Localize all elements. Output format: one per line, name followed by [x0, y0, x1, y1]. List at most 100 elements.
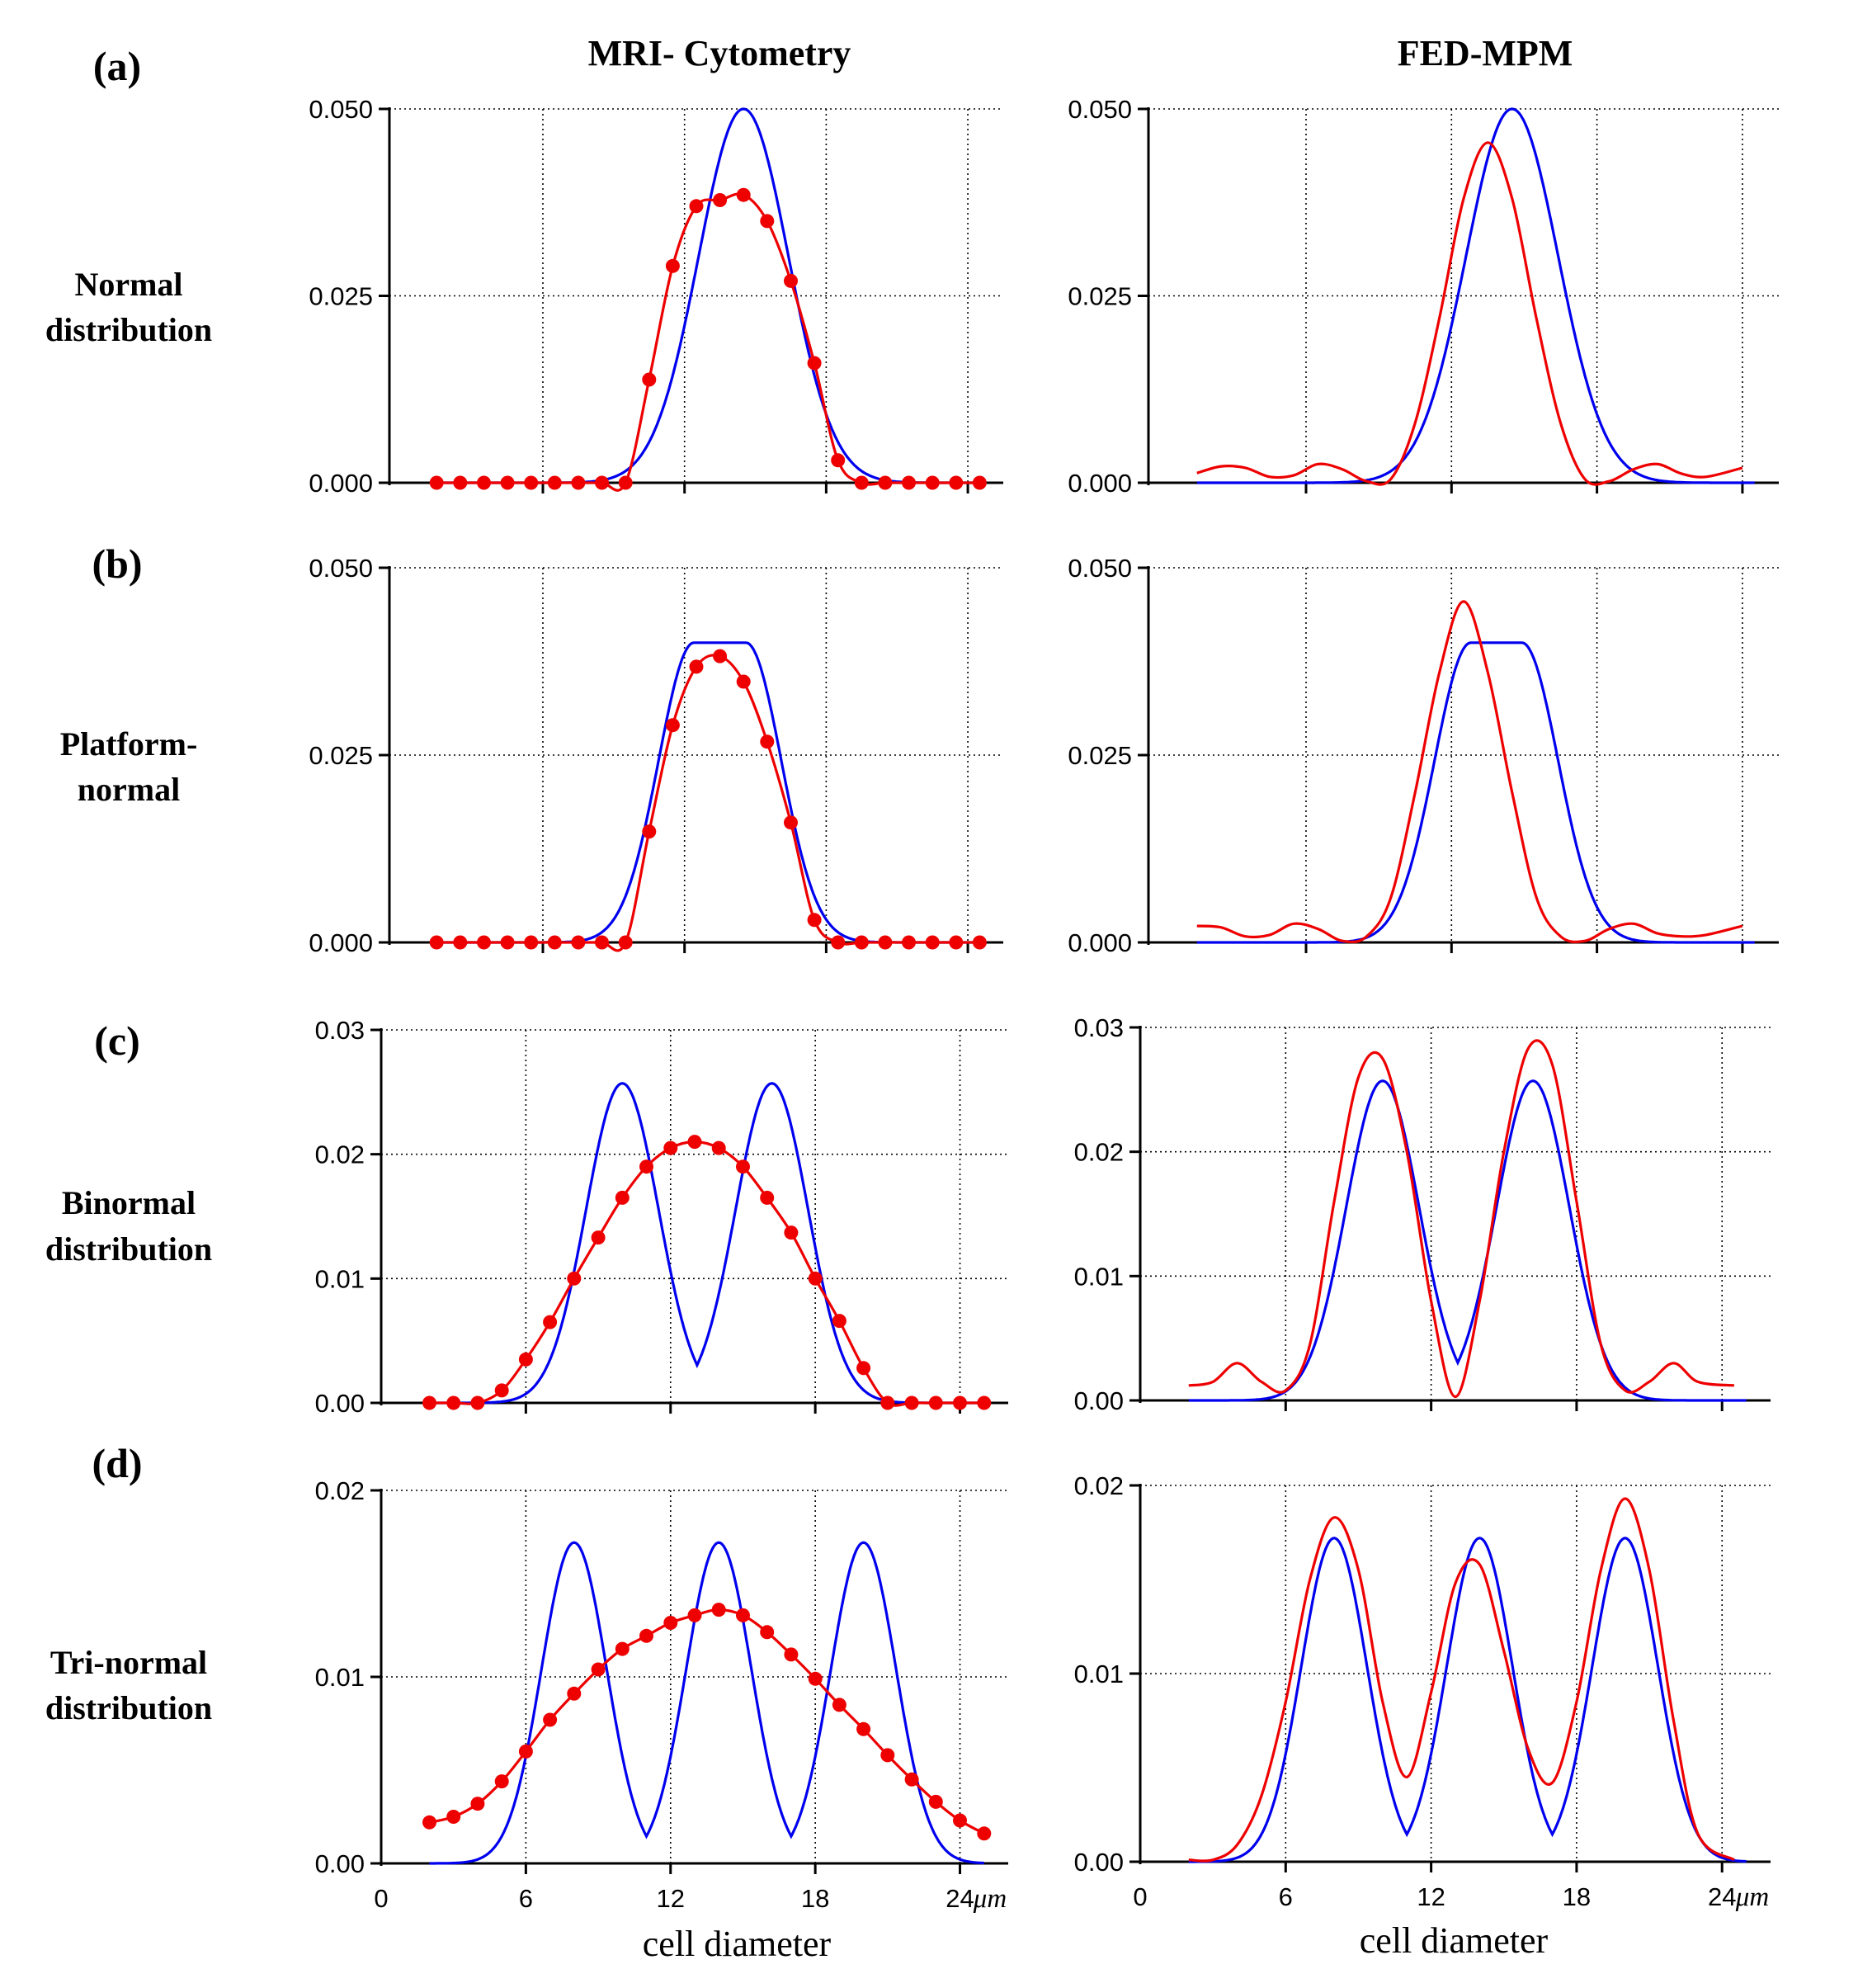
- data-point: [831, 935, 846, 950]
- panel-r0-c0: 0.000 0.025 0.050: [309, 95, 1003, 498]
- data-point: [832, 1314, 846, 1329]
- data-point: [665, 258, 680, 273]
- data-point: [453, 475, 468, 490]
- x-tick-label: 0: [1133, 1882, 1147, 1911]
- panel-r3-c1: 0.00 0.01 0.02 0 6 12 18 24 μm: [1074, 1471, 1771, 1912]
- data-point: [477, 475, 491, 490]
- panel-label-b: (b): [92, 541, 142, 587]
- y-tick-label: 0.02: [1074, 1138, 1124, 1167]
- x-tick-label: 12: [1417, 1882, 1445, 1911]
- data-point: [808, 1271, 823, 1286]
- series-line-true: [1188, 1079, 1747, 1402]
- x-tick-label: 18: [1563, 1882, 1591, 1911]
- series-line-estimate: [1196, 141, 1743, 486]
- y-tick-label: 0.01: [1074, 1660, 1124, 1688]
- x-tick-label: 0: [374, 1884, 388, 1913]
- data-point: [547, 475, 562, 490]
- y-tick-label: 0.000: [309, 469, 373, 498]
- y-tick-label: 0.01: [315, 1264, 365, 1293]
- data-point: [949, 475, 964, 490]
- y-tick-label: 0.025: [1068, 282, 1132, 311]
- data-point: [524, 475, 539, 490]
- x-tick-label: 18: [801, 1884, 829, 1913]
- y-tick-label: 0.050: [309, 554, 373, 583]
- y-tick-label: 0.000: [1068, 928, 1132, 957]
- data-point: [543, 1315, 558, 1329]
- y-tick-label: 0.025: [309, 282, 373, 311]
- data-point: [713, 649, 728, 663]
- x-tick-label: 12: [657, 1884, 685, 1913]
- data-point: [470, 1797, 485, 1811]
- data-point: [711, 1140, 726, 1155]
- series-line-true: [1188, 1537, 1747, 1863]
- data-point: [615, 1641, 630, 1656]
- y-tick-label: 0.02: [315, 1140, 365, 1169]
- row-label-normal-line2: distribution: [45, 311, 212, 348]
- y-tick-label: 0.050: [1068, 554, 1132, 583]
- data-point: [760, 734, 775, 749]
- data-point: [665, 718, 680, 733]
- data-point: [446, 1810, 461, 1824]
- y-tick-label: 0.01: [1074, 1262, 1124, 1291]
- data-point: [687, 1135, 702, 1150]
- data-point: [854, 475, 869, 490]
- data-point: [904, 1395, 919, 1410]
- series-line-estimate: [429, 1608, 985, 1835]
- y-tick-label: 0.050: [309, 95, 373, 124]
- data-point: [567, 1686, 582, 1701]
- data-point: [784, 1647, 799, 1662]
- panel-r2-c0: 0.00 0.01 0.02 0.03: [315, 1016, 1008, 1418]
- y-tick-label: 0.00: [1074, 1848, 1124, 1877]
- data-point: [639, 1628, 653, 1643]
- data-point: [618, 935, 633, 950]
- data-point: [524, 935, 539, 950]
- data-point: [591, 1662, 606, 1677]
- data-point: [663, 1616, 678, 1630]
- column-title-fed-mpm: FED-MPM: [1398, 33, 1573, 73]
- data-point: [453, 935, 468, 950]
- y-tick-label: 0.050: [1068, 95, 1132, 124]
- data-point: [595, 475, 609, 490]
- data-point: [736, 1159, 750, 1174]
- data-point: [663, 1140, 678, 1155]
- data-point: [567, 1271, 582, 1286]
- data-point: [618, 475, 633, 490]
- data-point: [571, 475, 586, 490]
- row-label-trinormal-line1: Tri-normal: [50, 1644, 207, 1681]
- row-label-trinormal-line2: distribution: [45, 1689, 212, 1726]
- data-point: [543, 1712, 558, 1727]
- data-point: [760, 1625, 775, 1640]
- data-point: [760, 1190, 775, 1205]
- series-line-estimate: [436, 654, 980, 952]
- data-point: [925, 935, 940, 950]
- x-tick-label: 24: [946, 1884, 974, 1913]
- data-point: [972, 935, 987, 950]
- y-tick-label: 0.02: [315, 1476, 365, 1505]
- data-point: [494, 1383, 509, 1398]
- data-point: [902, 935, 916, 950]
- panel-r1-c1: 0.000 0.025 0.050: [1068, 554, 1779, 957]
- data-point: [713, 193, 728, 207]
- data-point: [856, 1361, 871, 1376]
- row-label-platform-line2: normal: [78, 771, 180, 808]
- y-tick-label: 0.000: [309, 928, 373, 957]
- data-point: [902, 475, 916, 490]
- data-point: [953, 1813, 967, 1828]
- data-point: [736, 674, 751, 689]
- data-point: [595, 935, 609, 950]
- data-point: [711, 1603, 726, 1617]
- data-point: [856, 1721, 871, 1736]
- data-point: [571, 935, 586, 950]
- data-point: [736, 1608, 750, 1622]
- data-point: [807, 356, 822, 371]
- panel-r3-c0: 0.00 0.01 0.02 0 6 12 18 24 μm: [315, 1476, 1008, 1914]
- data-point: [928, 1395, 943, 1410]
- data-point: [831, 453, 846, 468]
- series-line-estimate: [1196, 600, 1743, 944]
- data-point: [953, 1395, 967, 1410]
- y-tick-label: 0.000: [1068, 469, 1132, 498]
- data-point: [784, 1225, 799, 1240]
- panel-r1-c0: 0.000 0.025 0.050: [309, 554, 1003, 957]
- x-axis-label-right: cell diameter: [1360, 1920, 1549, 1961]
